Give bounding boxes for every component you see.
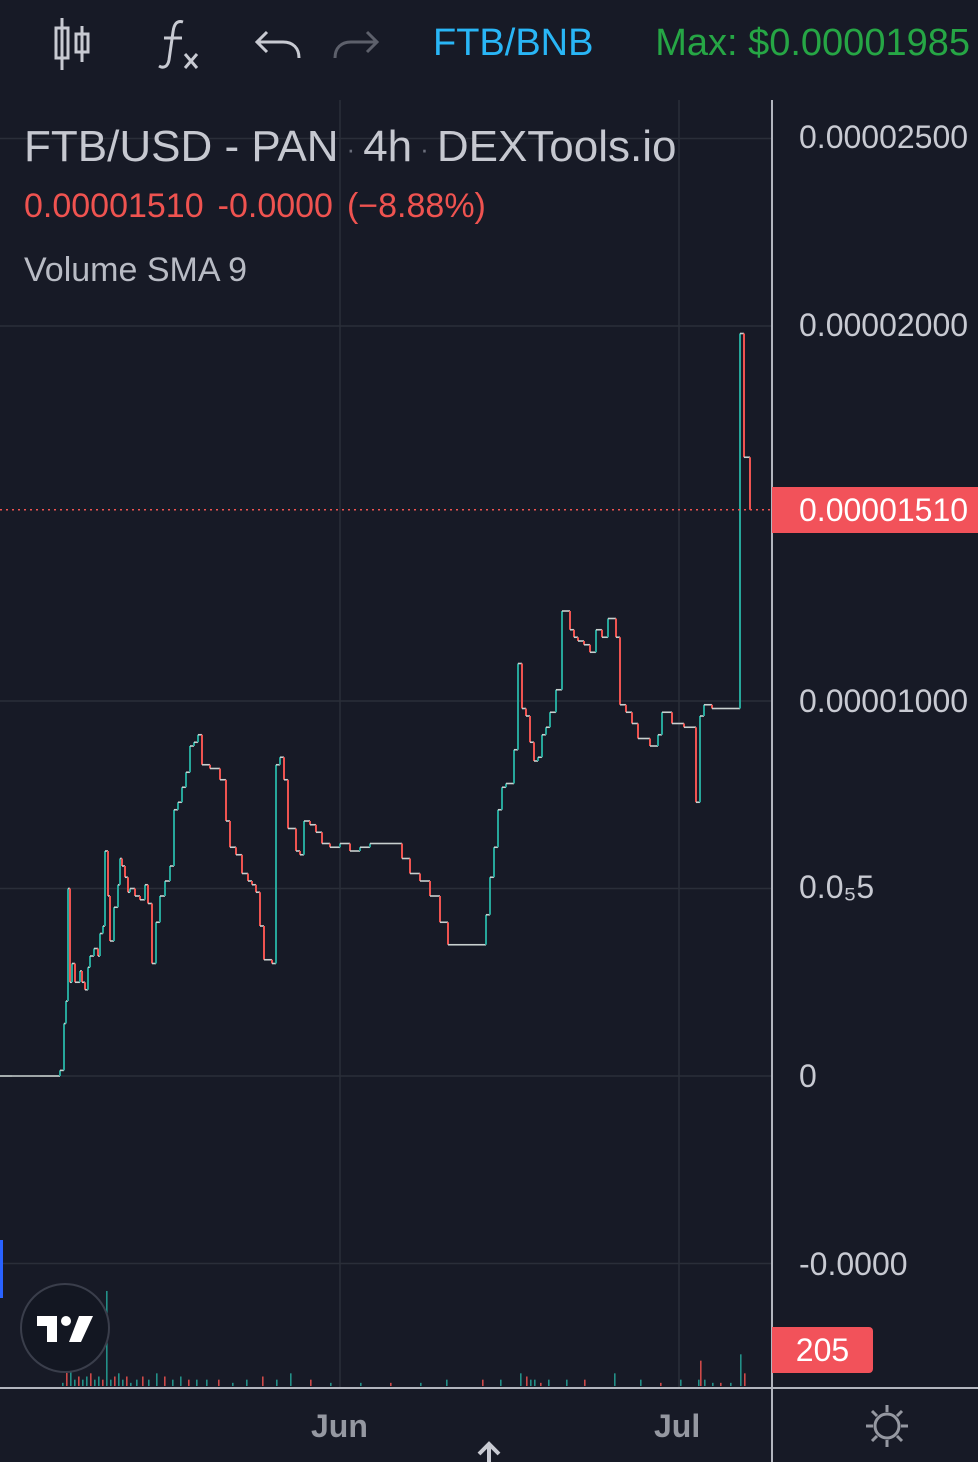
price-change-pct: (−8.88%) xyxy=(346,187,486,225)
volume-bar xyxy=(196,1379,198,1386)
volume-bar xyxy=(534,1379,536,1386)
legend-values: 0.00001510 -0.0000 (−8.88%) xyxy=(24,187,500,226)
volume-bar xyxy=(720,1382,722,1386)
volume-bar xyxy=(180,1376,182,1386)
volume-bar xyxy=(98,1376,100,1386)
volume-bar xyxy=(94,1379,96,1386)
max-price: Max: $0.00001985 xyxy=(655,22,970,64)
function-icon[interactable] xyxy=(150,14,206,74)
volume-bar xyxy=(614,1373,616,1386)
volume-bar xyxy=(330,1382,332,1386)
legend-separator: · xyxy=(346,133,356,164)
source-label: DEXTools.io xyxy=(436,122,677,171)
current-price-badge: 0.00001510 xyxy=(772,487,978,533)
price-axis-label: 0.00002500 xyxy=(799,119,969,155)
volume-bar xyxy=(262,1376,264,1386)
pair-selector[interactable]: FTB/BNB xyxy=(433,22,594,64)
range-marker xyxy=(0,1240,3,1298)
price-axis-label: 0.00001000 xyxy=(799,683,969,719)
indicator-legend[interactable]: Volume SMA 9 xyxy=(24,251,248,289)
volume-bar xyxy=(206,1379,208,1386)
candlestick-icon[interactable] xyxy=(44,14,100,74)
volume-bar xyxy=(698,1379,700,1386)
price-axis-label: 0 xyxy=(799,1058,817,1094)
volume-bar xyxy=(640,1379,642,1386)
volume-bar xyxy=(102,1379,104,1386)
volume-bar xyxy=(660,1382,662,1386)
volume-bar xyxy=(360,1382,362,1386)
price-axis-label: 0.00002000 xyxy=(799,307,969,343)
volume-bar xyxy=(232,1382,234,1386)
volume-bar xyxy=(730,1382,732,1386)
volume-bar xyxy=(82,1379,84,1386)
volume-bar xyxy=(700,1360,702,1386)
volume-bar xyxy=(188,1379,190,1386)
volume-bar xyxy=(78,1376,80,1386)
volume-bar xyxy=(122,1379,124,1386)
volume-bar xyxy=(114,1376,116,1386)
volume-bar xyxy=(446,1379,448,1386)
last-price: 0.00001510 xyxy=(24,187,204,225)
volume-bar xyxy=(310,1379,312,1386)
time-axis-label: Jul xyxy=(654,1408,701,1444)
price-change: -0.0000 xyxy=(217,187,333,225)
volume-bar xyxy=(246,1379,248,1386)
volume-bar xyxy=(70,1370,72,1386)
volume-bar xyxy=(740,1354,742,1386)
volume-bar xyxy=(118,1373,120,1386)
volume-bar xyxy=(142,1376,144,1386)
volume-bar xyxy=(130,1382,132,1386)
volume-bar xyxy=(218,1379,220,1386)
volume-bar xyxy=(680,1379,682,1386)
volume-bar xyxy=(290,1373,292,1386)
volume-bar xyxy=(482,1379,484,1386)
volume-bar xyxy=(90,1373,92,1386)
price-axis-label: -0.0000 xyxy=(799,1246,908,1282)
volume-bar xyxy=(566,1379,568,1386)
volume-bar xyxy=(148,1379,150,1386)
chart-legend-title[interactable]: FTB/USD - PAN · 4h · DEXTools.io xyxy=(24,122,677,172)
undo-icon[interactable] xyxy=(250,14,306,74)
chart-toolbar: FTB/BNB Max: $0.00001985 xyxy=(0,0,978,92)
time-axis-label: Jun xyxy=(311,1408,368,1444)
volume-bar xyxy=(540,1382,542,1386)
volume-bar xyxy=(530,1379,532,1386)
volume-bar xyxy=(276,1379,278,1386)
redo-icon[interactable] xyxy=(328,14,384,74)
scroll-up-icon[interactable] xyxy=(476,1440,502,1462)
volume-bar xyxy=(704,1379,706,1386)
volume-bar xyxy=(156,1373,158,1386)
legend-separator: · xyxy=(420,133,429,164)
volume-badge: 205 xyxy=(772,1327,873,1373)
volume-bar xyxy=(390,1382,392,1386)
volume-bar xyxy=(712,1382,714,1386)
price-axis-label: 0.0₅5 xyxy=(799,869,875,905)
volume-bar xyxy=(172,1379,174,1386)
volume-bar xyxy=(86,1376,88,1386)
tradingview-logo[interactable] xyxy=(20,1283,110,1373)
volume-bar xyxy=(520,1373,522,1386)
volume-bar xyxy=(126,1376,128,1386)
volume-bar xyxy=(548,1379,550,1386)
volume-bar xyxy=(500,1379,502,1386)
interval-label: 4h xyxy=(363,122,413,171)
volume-bar xyxy=(62,1382,64,1386)
volume-bar xyxy=(420,1382,422,1386)
volume-bar xyxy=(136,1379,138,1386)
volume-bar xyxy=(164,1376,166,1386)
volume-bar xyxy=(74,1379,76,1386)
volume-bar xyxy=(526,1376,528,1386)
volume-bar xyxy=(744,1373,746,1386)
volume-bar xyxy=(584,1379,586,1386)
settings-gear-icon[interactable] xyxy=(864,1403,910,1449)
symbol-label: FTB/USD - PAN xyxy=(24,122,339,171)
volume-bar xyxy=(110,1379,112,1386)
